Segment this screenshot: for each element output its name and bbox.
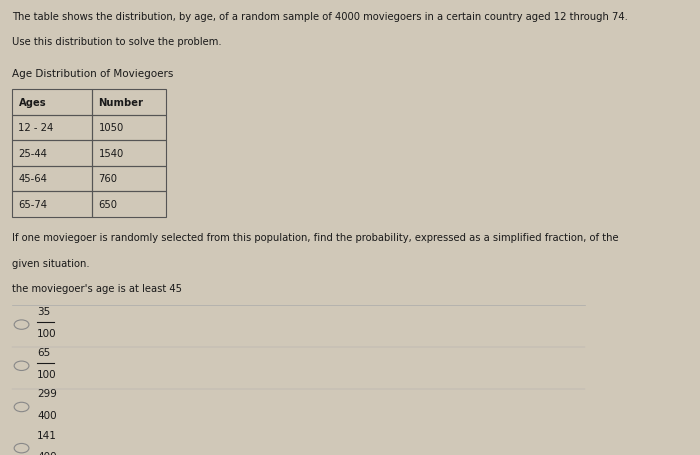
Bar [92,116,167,141]
Bar [13,141,92,167]
Bar [13,90,92,116]
Text: Use this distribution to solve the problem.: Use this distribution to solve the probl… [13,37,222,47]
Bar [92,141,167,167]
Text: The table shows the distribution, by age, of a random sample of 4000 moviegoers : The table shows the distribution, by age… [13,12,628,22]
Bar [92,167,167,192]
Text: 299: 299 [37,389,57,399]
Text: 400: 400 [37,451,57,455]
Text: 65: 65 [37,347,50,357]
Text: 45-64: 45-64 [18,174,48,184]
Text: Age Distribution of Moviegoers: Age Distribution of Moviegoers [13,69,174,78]
Text: 12 - 24: 12 - 24 [18,123,54,133]
Bar [13,116,92,141]
Text: 25-44: 25-44 [18,149,48,159]
Text: Number: Number [99,98,144,108]
Text: 35: 35 [37,306,50,316]
Text: 100: 100 [37,328,57,338]
Bar [92,192,167,217]
Text: 1540: 1540 [99,149,124,159]
Text: 1050: 1050 [99,123,124,133]
Text: the moviegoer's age is at least 45: the moviegoer's age is at least 45 [13,284,182,294]
Text: 650: 650 [99,200,118,209]
Text: 141: 141 [37,430,57,440]
Bar [92,90,167,116]
Text: If one moviegoer is randomly selected from this population, find the probability: If one moviegoer is randomly selected fr… [13,233,619,243]
Bar [13,192,92,217]
Text: 760: 760 [99,174,118,184]
Text: 400: 400 [37,410,57,420]
Text: 100: 100 [37,369,57,379]
Bar [13,167,92,192]
Text: Ages: Ages [18,98,46,108]
Text: given situation.: given situation. [13,258,90,268]
Text: 65-74: 65-74 [18,200,48,209]
